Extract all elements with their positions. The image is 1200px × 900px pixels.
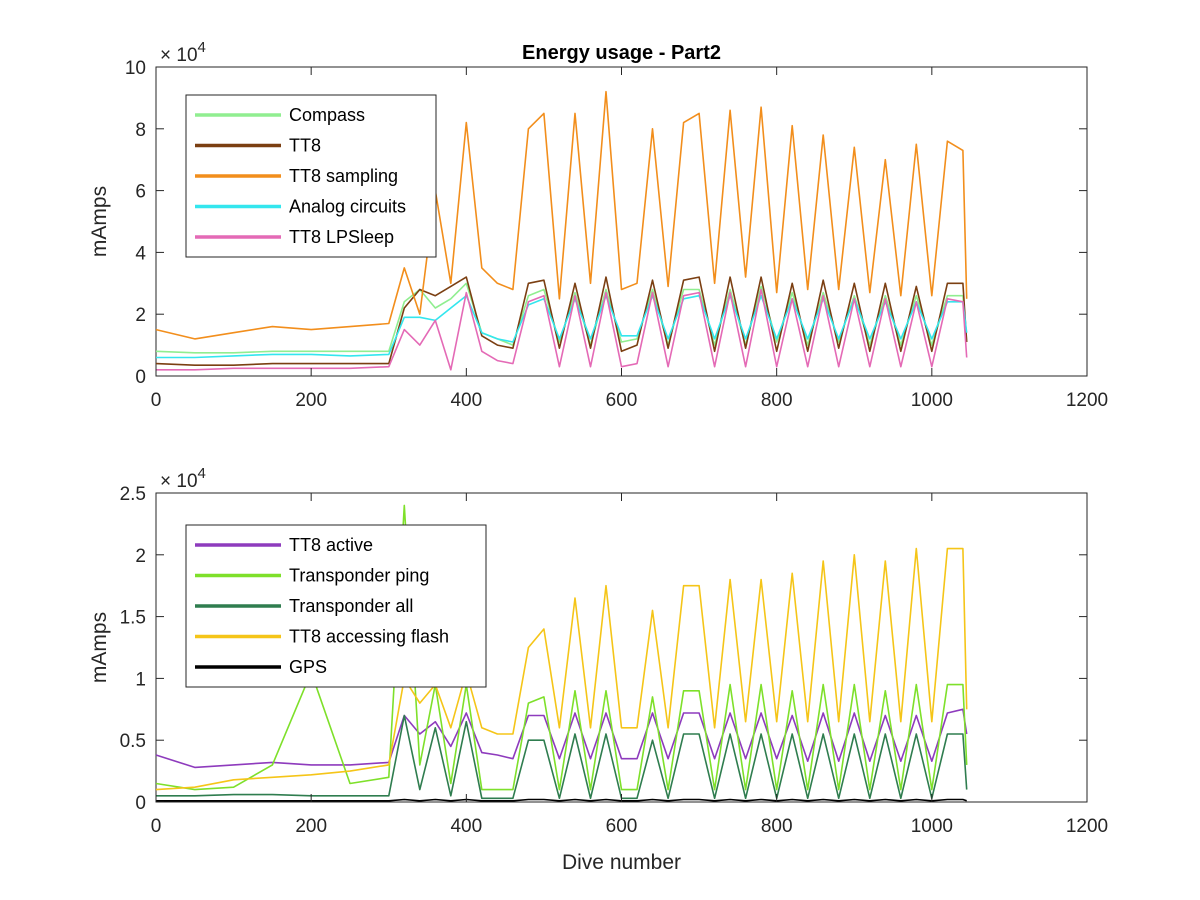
- chart1-legend-label-5: TT8 LPSleep: [289, 227, 394, 247]
- chart2-series-line-3: [156, 714, 968, 800]
- chart2-legend-label-5: GPS: [289, 657, 327, 677]
- chart2-x-axis-label: Dive number: [562, 851, 681, 874]
- chart1-series-line-2: [155, 276, 968, 367]
- chart1-y-exponent-label: × 104: [160, 39, 206, 66]
- chart2-y-tick-label: 1.5: [120, 608, 146, 629]
- chart1-x-tick-label: 200: [295, 390, 327, 411]
- chart2-legend-label-4: TT8 accessing flash: [289, 627, 449, 647]
- chart2-y-exponent-power: 4: [198, 465, 206, 482]
- chart2-y-tick-label: 0: [135, 793, 146, 814]
- chart2-y-tick-label: 0.5: [120, 731, 146, 752]
- chart2-series-line-1: [155, 708, 968, 769]
- chart2-series-line-5: [156, 798, 967, 802]
- chart1-y-tick-label: 8: [135, 120, 146, 141]
- chart2-y-tick-label: 1: [135, 669, 146, 690]
- chart2-legend: TT8 active Transponder ping Transponder al…: [185, 524, 487, 688]
- chart1-y-tick-label: 10: [125, 58, 146, 79]
- chart2-x-tick-label: 1000: [911, 816, 953, 837]
- chart1-y-exponent-power: 4: [198, 39, 206, 56]
- chart2-y-exponent-label: × 104: [160, 465, 206, 492]
- chart1-y-tick-label: 4: [135, 243, 146, 264]
- chart2-x-tick-label: 200: [295, 816, 327, 837]
- chart1-y-tick-label: 0: [135, 367, 146, 388]
- chart1-y-tick-label: 2: [135, 305, 146, 326]
- chart2-y-exponent-base: × 10: [160, 471, 198, 492]
- chart2-x-tick-label: 600: [606, 816, 638, 837]
- chart2-legend-label-2: Transponder ping: [289, 566, 429, 586]
- chart1-x-tick-label: 0: [151, 390, 162, 411]
- chart2: 0 200 400 600 800 1000 1200 0 0.5 1 1.5 2 2.5 × 104 mA…: [88, 465, 1108, 874]
- chart1-legend: Compass TT8 TT8 sampling Analog circuits TT8…: [185, 94, 437, 258]
- chart1-legend-label-4: Analog circuits: [289, 197, 406, 217]
- chart2-y-tick-label: 2: [135, 546, 146, 567]
- chart1-legend-label-3: TT8 sampling: [289, 166, 398, 186]
- chart2-y-tick-label: 2.5: [120, 484, 146, 505]
- chart1-series-line-4: [156, 294, 968, 359]
- chart1-x-tick-label: 1200: [1066, 390, 1108, 411]
- chart1-x-tick-label: 600: [606, 390, 638, 411]
- chart2-x-tick-label: 400: [450, 816, 482, 837]
- chart2-x-tick-label: 0: [151, 816, 162, 837]
- chart2-x-tick-label: 1200: [1066, 816, 1108, 837]
- chart1-y-exponent-base: × 10: [160, 45, 198, 66]
- chart1-y-axis-label: mAmps: [88, 186, 111, 257]
- chart1-x-tick-label: 800: [761, 390, 793, 411]
- chart1-series-line-5: [156, 288, 968, 371]
- chart1-title: Energy usage - Part2: [522, 42, 721, 64]
- chart1-legend-box: [185, 94, 437, 258]
- chart1-x-tick-label: 1000: [911, 390, 953, 411]
- chart1-x-tick-label: 400: [450, 390, 482, 411]
- chart2-legend-label-3: Transponder all: [289, 596, 413, 616]
- chart1-legend-label-2: TT8: [289, 136, 321, 156]
- chart1-series-line-3: [155, 90, 968, 340]
- chart1-legend-label-1: Compass: [289, 105, 365, 125]
- chart2-legend-label-1: TT8 active: [289, 535, 373, 555]
- chart2-x-tick-label: 800: [761, 816, 793, 837]
- chart2-y-axis-label: mAmps: [88, 612, 111, 683]
- chart1-y-tick-label: 6: [135, 182, 146, 203]
